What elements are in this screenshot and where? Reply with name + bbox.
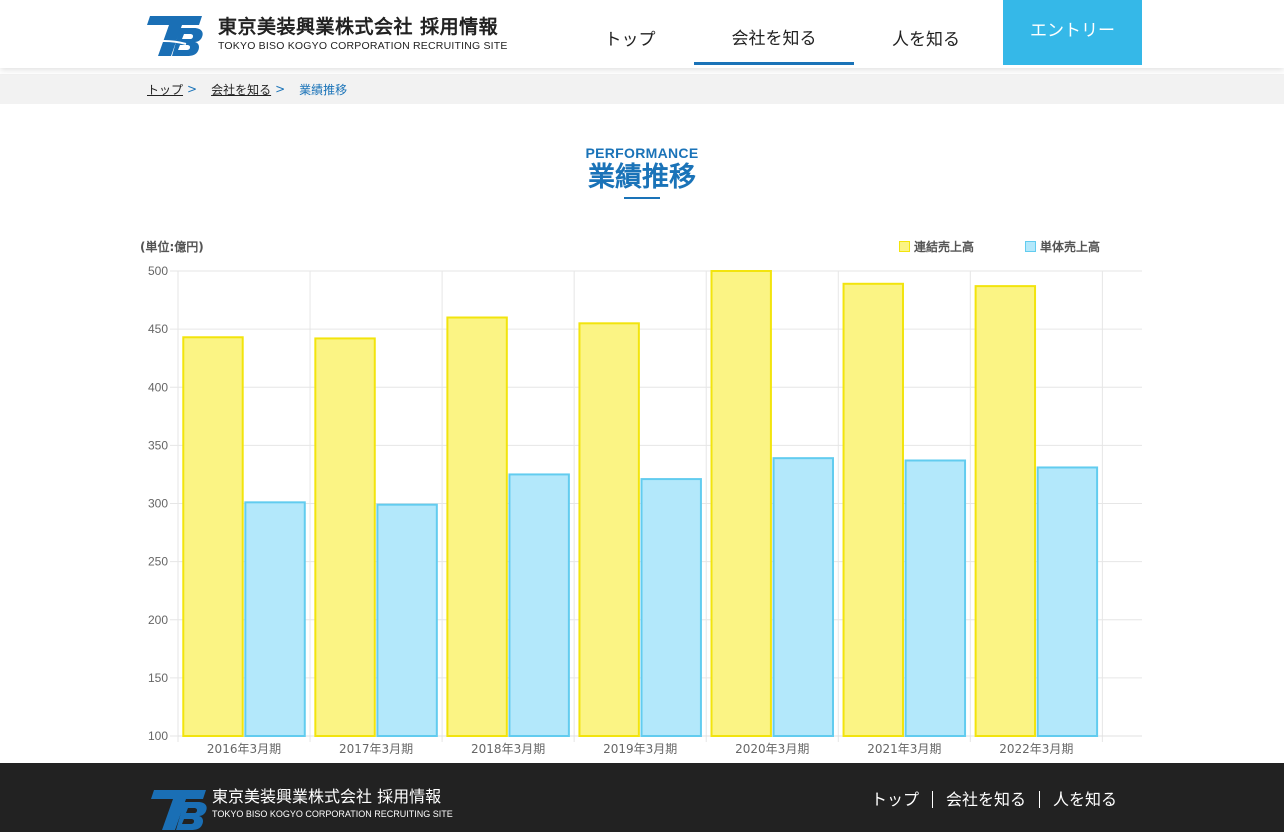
footer-nav-people[interactable]: 人を知る <box>1038 791 1130 808</box>
bar-consolidated <box>842 282 904 737</box>
main-nav: トップ 会社を知る 人を知る エントリー <box>0 0 1284 68</box>
y-tick-label: 150 <box>148 671 168 685</box>
bar-standalone <box>772 457 834 737</box>
x-tick-label: 2021年3月期 <box>867 742 941 756</box>
footer-logo-subtitle: TOKYO BISO KOGYO CORPORATION RECRUITING … <box>212 809 453 819</box>
bar-consolidated <box>974 285 1037 738</box>
nav-item-top[interactable]: トップ <box>604 30 656 50</box>
site-header: 東京美装興業株式会社 採用情報 TOKYO BISO KOGYO CORPORA… <box>0 0 1284 68</box>
y-tick-label: 100 <box>148 729 168 743</box>
breadcrumb-current: 業績推移 <box>299 82 348 97</box>
footer-nav-company[interactable]: 会社を知る <box>931 791 1039 808</box>
breadcrumb-separator: > <box>187 82 198 96</box>
legend-label: 単体売上高 <box>1040 240 1101 254</box>
legend-swatch <box>1025 241 1036 252</box>
x-tick-label: 2018年3月期 <box>471 742 545 756</box>
legend-item-standalone[interactable]: 単体売上高 <box>1025 238 1100 255</box>
nav-item-company[interactable]: 会社を知る <box>694 0 854 65</box>
y-tick-label: 450 <box>148 322 168 336</box>
section-title-jp: 業績推移 <box>588 162 696 193</box>
x-tick-label: 2019年3月期 <box>603 742 677 756</box>
y-tick-label: 300 <box>148 497 168 511</box>
breadcrumb: トップ > 会社を知る > 業績推移 <box>0 74 1284 104</box>
section-title-en: PERFORMANCE <box>585 145 699 161</box>
tb-logo-icon <box>143 16 203 56</box>
y-tick-label: 400 <box>148 380 168 394</box>
y-tick-label: 350 <box>148 438 168 452</box>
footer-nav: トップ 会社を知る 人を知る <box>858 791 1130 808</box>
bar-consolidated <box>314 337 376 738</box>
x-tick-label: 2017年3月期 <box>339 742 413 756</box>
bar-standalone <box>640 478 702 737</box>
bar-consolidated <box>446 316 508 737</box>
logo-title: 東京美装興業株式会社 採用情報 <box>218 16 499 38</box>
x-tick-label: 2016年3月期 <box>207 742 281 756</box>
breadcrumb-top-link[interactable]: トップ <box>147 82 184 97</box>
x-tick-label: 2022年3月期 <box>999 742 1073 756</box>
breadcrumb-company-link[interactable]: 会社を知る <box>211 82 272 97</box>
site-logo[interactable]: 東京美装興業株式会社 採用情報 TOKYO BISO KOGYO CORPORA… <box>142 14 508 60</box>
footer-logo[interactable]: 東京美装興業株式会社 採用情報 TOKYO BISO KOGYO CORPORA… <box>146 787 453 832</box>
bar-standalone <box>244 501 306 737</box>
footer-nav-top[interactable]: トップ <box>870 790 919 809</box>
bar-consolidated <box>710 270 772 737</box>
bar-standalone <box>904 459 967 738</box>
y-tick-label: 200 <box>148 613 168 627</box>
bar-standalone <box>1036 466 1099 737</box>
x-tick-label: 2020年3月期 <box>735 742 809 756</box>
performance-chart: (単位:億円) 連結売上高 単体売上高 100 150 200 250 300 350 40… <box>0 230 1284 760</box>
title-underline <box>624 197 660 199</box>
entry-button[interactable]: エントリー <box>1003 0 1142 65</box>
footer-logo-title: 東京美装興業株式会社 採用情報 <box>212 787 442 806</box>
breadcrumb-separator: > <box>275 82 286 96</box>
tb-logo-icon <box>151 790 207 830</box>
bar-consolidated <box>182 336 244 737</box>
legend-label: 連結売上高 <box>914 240 975 254</box>
section-heading: PERFORMANCE 業績推移 <box>0 145 1284 199</box>
bar-standalone <box>376 503 438 737</box>
bar-chart-svg: 100 150 200 250 300 350 400 450 500 2016年3月期 2017年… <box>148 264 1142 756</box>
legend-swatch <box>899 241 910 252</box>
y-tick-label: 500 <box>148 264 168 278</box>
site-footer: 東京美装興業株式会社 採用情報 TOKYO BISO KOGYO CORPORA… <box>0 763 1284 832</box>
y-tick-label: 250 <box>148 555 168 569</box>
legend-item-consolidated[interactable]: 連結売上高 <box>899 238 974 255</box>
nav-item-people[interactable]: 人を知る <box>892 30 960 50</box>
bar-consolidated <box>578 322 640 737</box>
bar-standalone <box>508 473 570 737</box>
chart-unit-label: (単位:億円) <box>140 240 204 254</box>
logo-subtitle: TOKYO BISO KOGYO CORPORATION RECRUITING … <box>218 40 508 52</box>
